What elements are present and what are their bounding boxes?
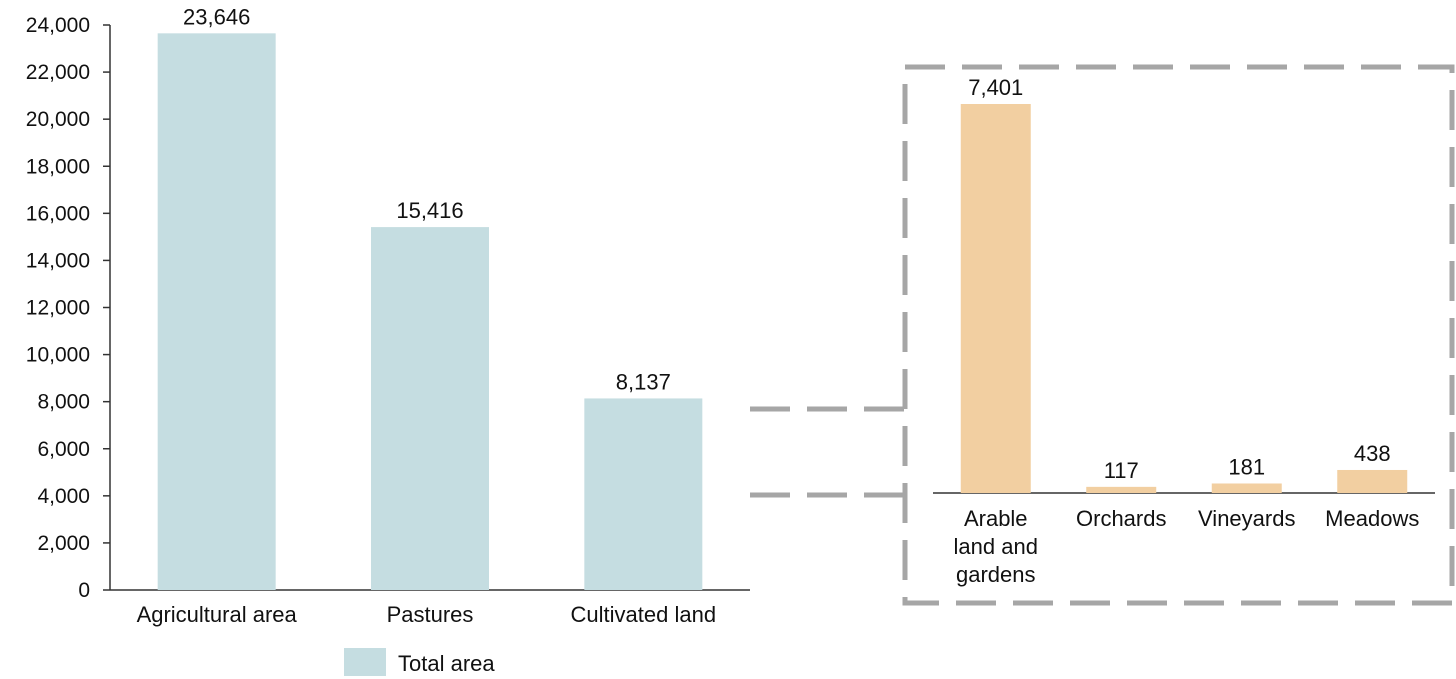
x-tick-label-cultivated-land: Cultivated land [571,602,717,627]
y-tick-label: 0 [78,579,90,602]
inset-frame [902,64,1455,606]
y-tick-label: 12,000 [26,297,90,320]
inset-data-label-arable-land-and-gardens: 7,401 [968,75,1023,100]
inset-x-tick-label-line: gardens [956,562,1036,587]
y-tick-label: 16,000 [26,202,90,225]
legend-swatch [344,648,386,676]
y-tick-label: 18,000 [26,155,90,178]
inset-bar-vineyards [1211,483,1282,493]
y-tick-label: 10,000 [26,344,90,367]
inset-x-tick-label-arable-land-and-gardens: Arable land and gardens [954,506,1038,587]
y-tick-label: 20,000 [26,108,90,131]
inset-x-tick-label-line: Orchards [1076,506,1166,531]
inset-chart: 7,401 Arable land and gardens 117 Orchards 181… [902,64,1455,606]
legend-label: Total area [398,651,495,676]
inset-data-label-meadows: 438 [1354,441,1391,466]
y-tick-label: 2,000 [37,532,90,555]
x-tick-label-pastures: Pastures [387,602,474,627]
x-tick-label-agricultural-area: Agricultural area [137,602,298,627]
y-tick-label: 4,000 [37,485,90,508]
data-label-pastures: 15,416 [396,198,463,223]
inset-bar-meadows [1337,469,1408,493]
inset-x-tick-label-orchards: Orchards [1076,506,1166,531]
inset-data-label-vineyards: 181 [1228,454,1265,479]
y-tick-label: 6,000 [37,438,90,461]
y-tick-label: 22,000 [26,61,90,84]
inset-data-label-orchards: 117 [1104,458,1139,483]
legend: Total area [344,648,495,676]
inset-bar-orchards [1086,486,1157,493]
inset-x-tick-label-vineyards: Vineyards [1198,506,1295,531]
bar-agricultural-area [157,33,276,591]
bar-cultivated-land [584,398,703,590]
data-label-cultivated-land: 8,137 [616,369,671,394]
inset-x-tick-label-line: land and [954,534,1038,559]
y-tick-label: 14,000 [26,249,90,272]
inset-bar-arable-land-and-gardens [960,104,1031,493]
inset-x-tick-label-line: Arable [964,506,1028,531]
inset-x-tick-label-line: Vineyards [1198,506,1295,531]
data-label-agricultural-area: 23,646 [183,4,250,29]
y-tick-label: 8,000 [37,391,90,414]
bar-pastures [371,227,489,590]
y-tick-label: 24,000 [26,14,90,37]
main-chart-axes: 0 2,000 4,000 6,000 8,000 10,000 12,000 14,000 1… [26,14,750,602]
main-chart-labels: 23,646 Agricultural area 15,416 Pastures 8,1… [137,4,717,627]
zoom-connectors [750,406,905,498]
inset-x-tick-label-line: Meadows [1325,506,1419,531]
main-chart-bars [157,33,703,591]
inset-x-tick-label-meadows: Meadows [1325,506,1419,531]
